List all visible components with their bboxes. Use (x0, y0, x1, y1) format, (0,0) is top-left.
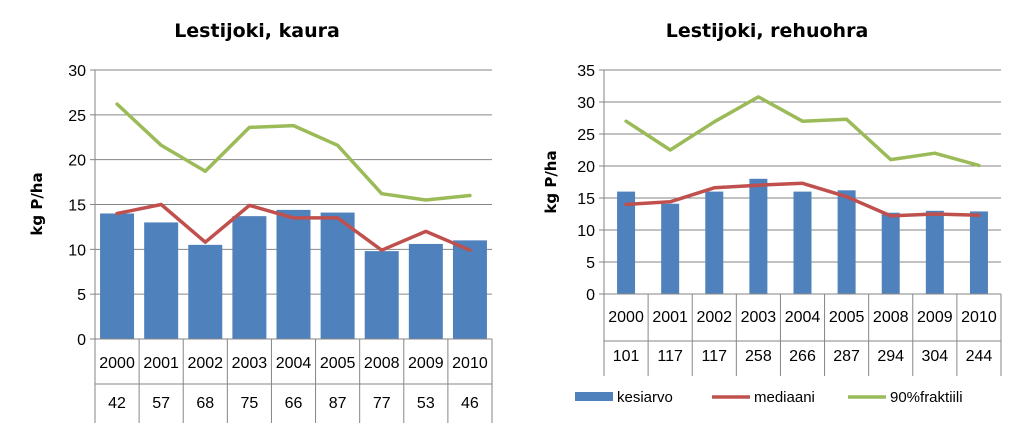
bar-2001 (144, 222, 179, 339)
bar-2010 (452, 240, 487, 339)
y-tick-label: 10 (577, 223, 595, 240)
y-tick-label: 15 (68, 198, 86, 215)
y-tick-label: 25 (577, 127, 595, 144)
y-tick-label: 30 (577, 95, 595, 112)
x-tick-label: 2001 (143, 355, 179, 372)
legend-kesiarvo-swatch (575, 392, 613, 401)
chart-title: Lestijoki, kaura (174, 20, 340, 42)
bar-2002 (705, 191, 724, 294)
count-label: 304 (921, 348, 948, 365)
y-tick-label: 15 (577, 191, 595, 208)
y-tick-label: 10 (68, 242, 86, 259)
bar-2009 (408, 243, 443, 339)
x-tick-label: 2009 (408, 355, 444, 372)
count-label: 77 (373, 395, 391, 412)
y-tick-label: 5 (77, 287, 86, 304)
count-label: 258 (745, 348, 772, 365)
x-tick-label: 2003 (741, 309, 777, 326)
bar-2005 (837, 190, 856, 294)
bar-2004 (793, 191, 812, 294)
bar-2000 (617, 191, 636, 294)
y-tick-label: 0 (77, 332, 86, 349)
x-tick-label: 2009 (917, 309, 953, 326)
count-label: 68 (196, 395, 214, 412)
x-tick-label: 2004 (276, 355, 312, 372)
y-tick-label: 20 (68, 153, 86, 170)
y-axis-label: kg P/ha (28, 172, 46, 235)
y-tick-label: 30 (68, 63, 86, 80)
bar-2002 (188, 244, 223, 339)
count-label: 66 (285, 395, 303, 412)
bar-2008 (364, 251, 399, 339)
y-axis-label: kg P/ha (542, 150, 560, 213)
x-tick-label: 2000 (99, 355, 135, 372)
count-label: 294 (877, 348, 904, 365)
legend-90-fraktiili-label: 90%fraktiili (890, 389, 963, 406)
chart-2: Lestijoki, rehuohra kg P/ha 0 5 10 15 20 25 30 35… (542, 20, 1002, 376)
bar-2010 (969, 211, 988, 294)
bar-2005 (320, 212, 355, 339)
count-label: 266 (789, 348, 816, 365)
count-label: 101 (613, 348, 640, 365)
bar-2009 (925, 210, 944, 294)
x-tick-label: 2003 (232, 355, 268, 372)
chart-title: Lestijoki, rehuohra (666, 20, 869, 42)
x-tick-label: 2002 (696, 309, 732, 326)
bar-2004 (276, 209, 311, 339)
x-tick-label: 2005 (320, 355, 356, 372)
legend-mediaani-label: mediaani (754, 389, 815, 406)
x-tick-label: 2008 (364, 355, 400, 372)
line-series-mediaani (115, 202, 472, 252)
x-tick-label: 2010 (452, 355, 488, 372)
y-tick-label: 0 (586, 287, 595, 304)
count-label: 75 (240, 395, 258, 412)
legend: kesiarvo mediaani 90%fraktiili (575, 389, 963, 406)
count-label: 53 (417, 395, 435, 412)
count-label: 117 (702, 348, 728, 365)
x-tick-label: 2001 (652, 309, 688, 326)
bar-2008 (881, 212, 900, 294)
x-tick-label: 2000 (608, 309, 644, 326)
bar-2003 (749, 178, 768, 294)
line-series-90-fraktiili (624, 95, 981, 168)
line-series-90-fraktiili (115, 102, 472, 202)
bar-2001 (661, 203, 680, 294)
count-label: 287 (833, 348, 860, 365)
x-tick-label: 2010 (961, 309, 997, 326)
x-tick-label: 2005 (829, 309, 865, 326)
x-tick-label: 2004 (785, 309, 821, 326)
bar-2003 (232, 216, 267, 339)
count-label: 42 (108, 395, 126, 412)
y-tick-label: 25 (68, 108, 86, 125)
count-label: 46 (461, 395, 479, 412)
line-series-mediaani (624, 181, 981, 218)
x-tick-label: 2008 (873, 309, 909, 326)
count-label: 57 (152, 395, 170, 412)
chart-1: Lestijoki, kaura kg P/ha 0 5 10 15 20 25 30 2000 4… (28, 20, 493, 423)
count-label: 244 (966, 348, 993, 365)
count-label: 117 (657, 348, 683, 365)
bar-2000 (100, 213, 135, 339)
y-tick-label: 35 (577, 63, 595, 80)
count-label: 87 (329, 395, 347, 412)
legend-kesiarvo-label: kesiarvo (617, 389, 673, 406)
y-tick-label: 5 (586, 255, 595, 272)
y-tick-label: 20 (577, 159, 595, 176)
x-tick-label: 2002 (187, 355, 223, 372)
